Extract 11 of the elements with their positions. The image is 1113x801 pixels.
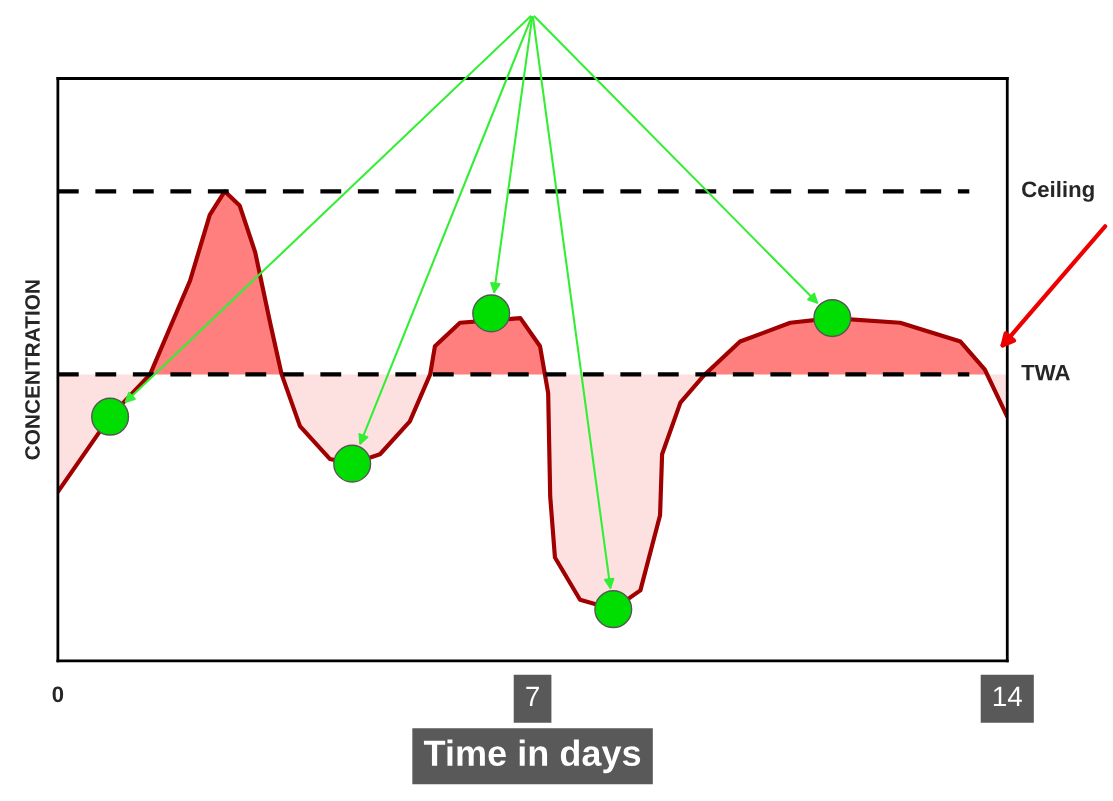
x-tick-label: 7 [526, 686, 539, 706]
y-axis-title: CONCENTRATION [25, 280, 40, 460]
point [472, 294, 511, 333]
point [813, 299, 852, 338]
x-tick-label: 0 [52, 686, 64, 703]
x-axis-title: Time in days [423, 739, 641, 774]
point [594, 590, 633, 629]
ref-line-label: TWA [1021, 364, 1070, 381]
ref-line-label: Ceiling [1022, 180, 1094, 202]
point [333, 444, 372, 483]
x-tick-label: 14 [993, 686, 1022, 706]
